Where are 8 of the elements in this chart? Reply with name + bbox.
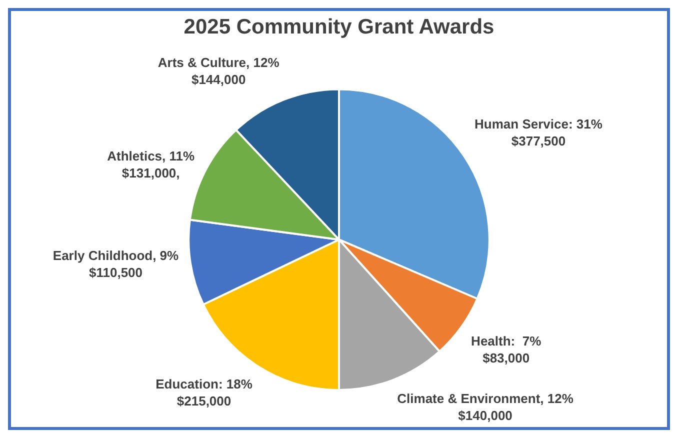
slice-label: Human Service: 31% $377,500 [474,116,603,149]
slice-label: Arts & Culture, 12% $144,000 [158,55,280,88]
slice-label: Health: 7% $83,000 [471,334,542,366]
slice-label: Education: 18% $215,000 [156,376,253,409]
slice-label: Athletics, 11% $131,000, [107,148,195,180]
slice-label: Early Childhood, 9% $110,500 [52,248,180,280]
chart-title: 2025 Community Grant Awards [184,15,494,38]
slice-label: Climate & Environment, 12% $140,000 [397,390,574,423]
